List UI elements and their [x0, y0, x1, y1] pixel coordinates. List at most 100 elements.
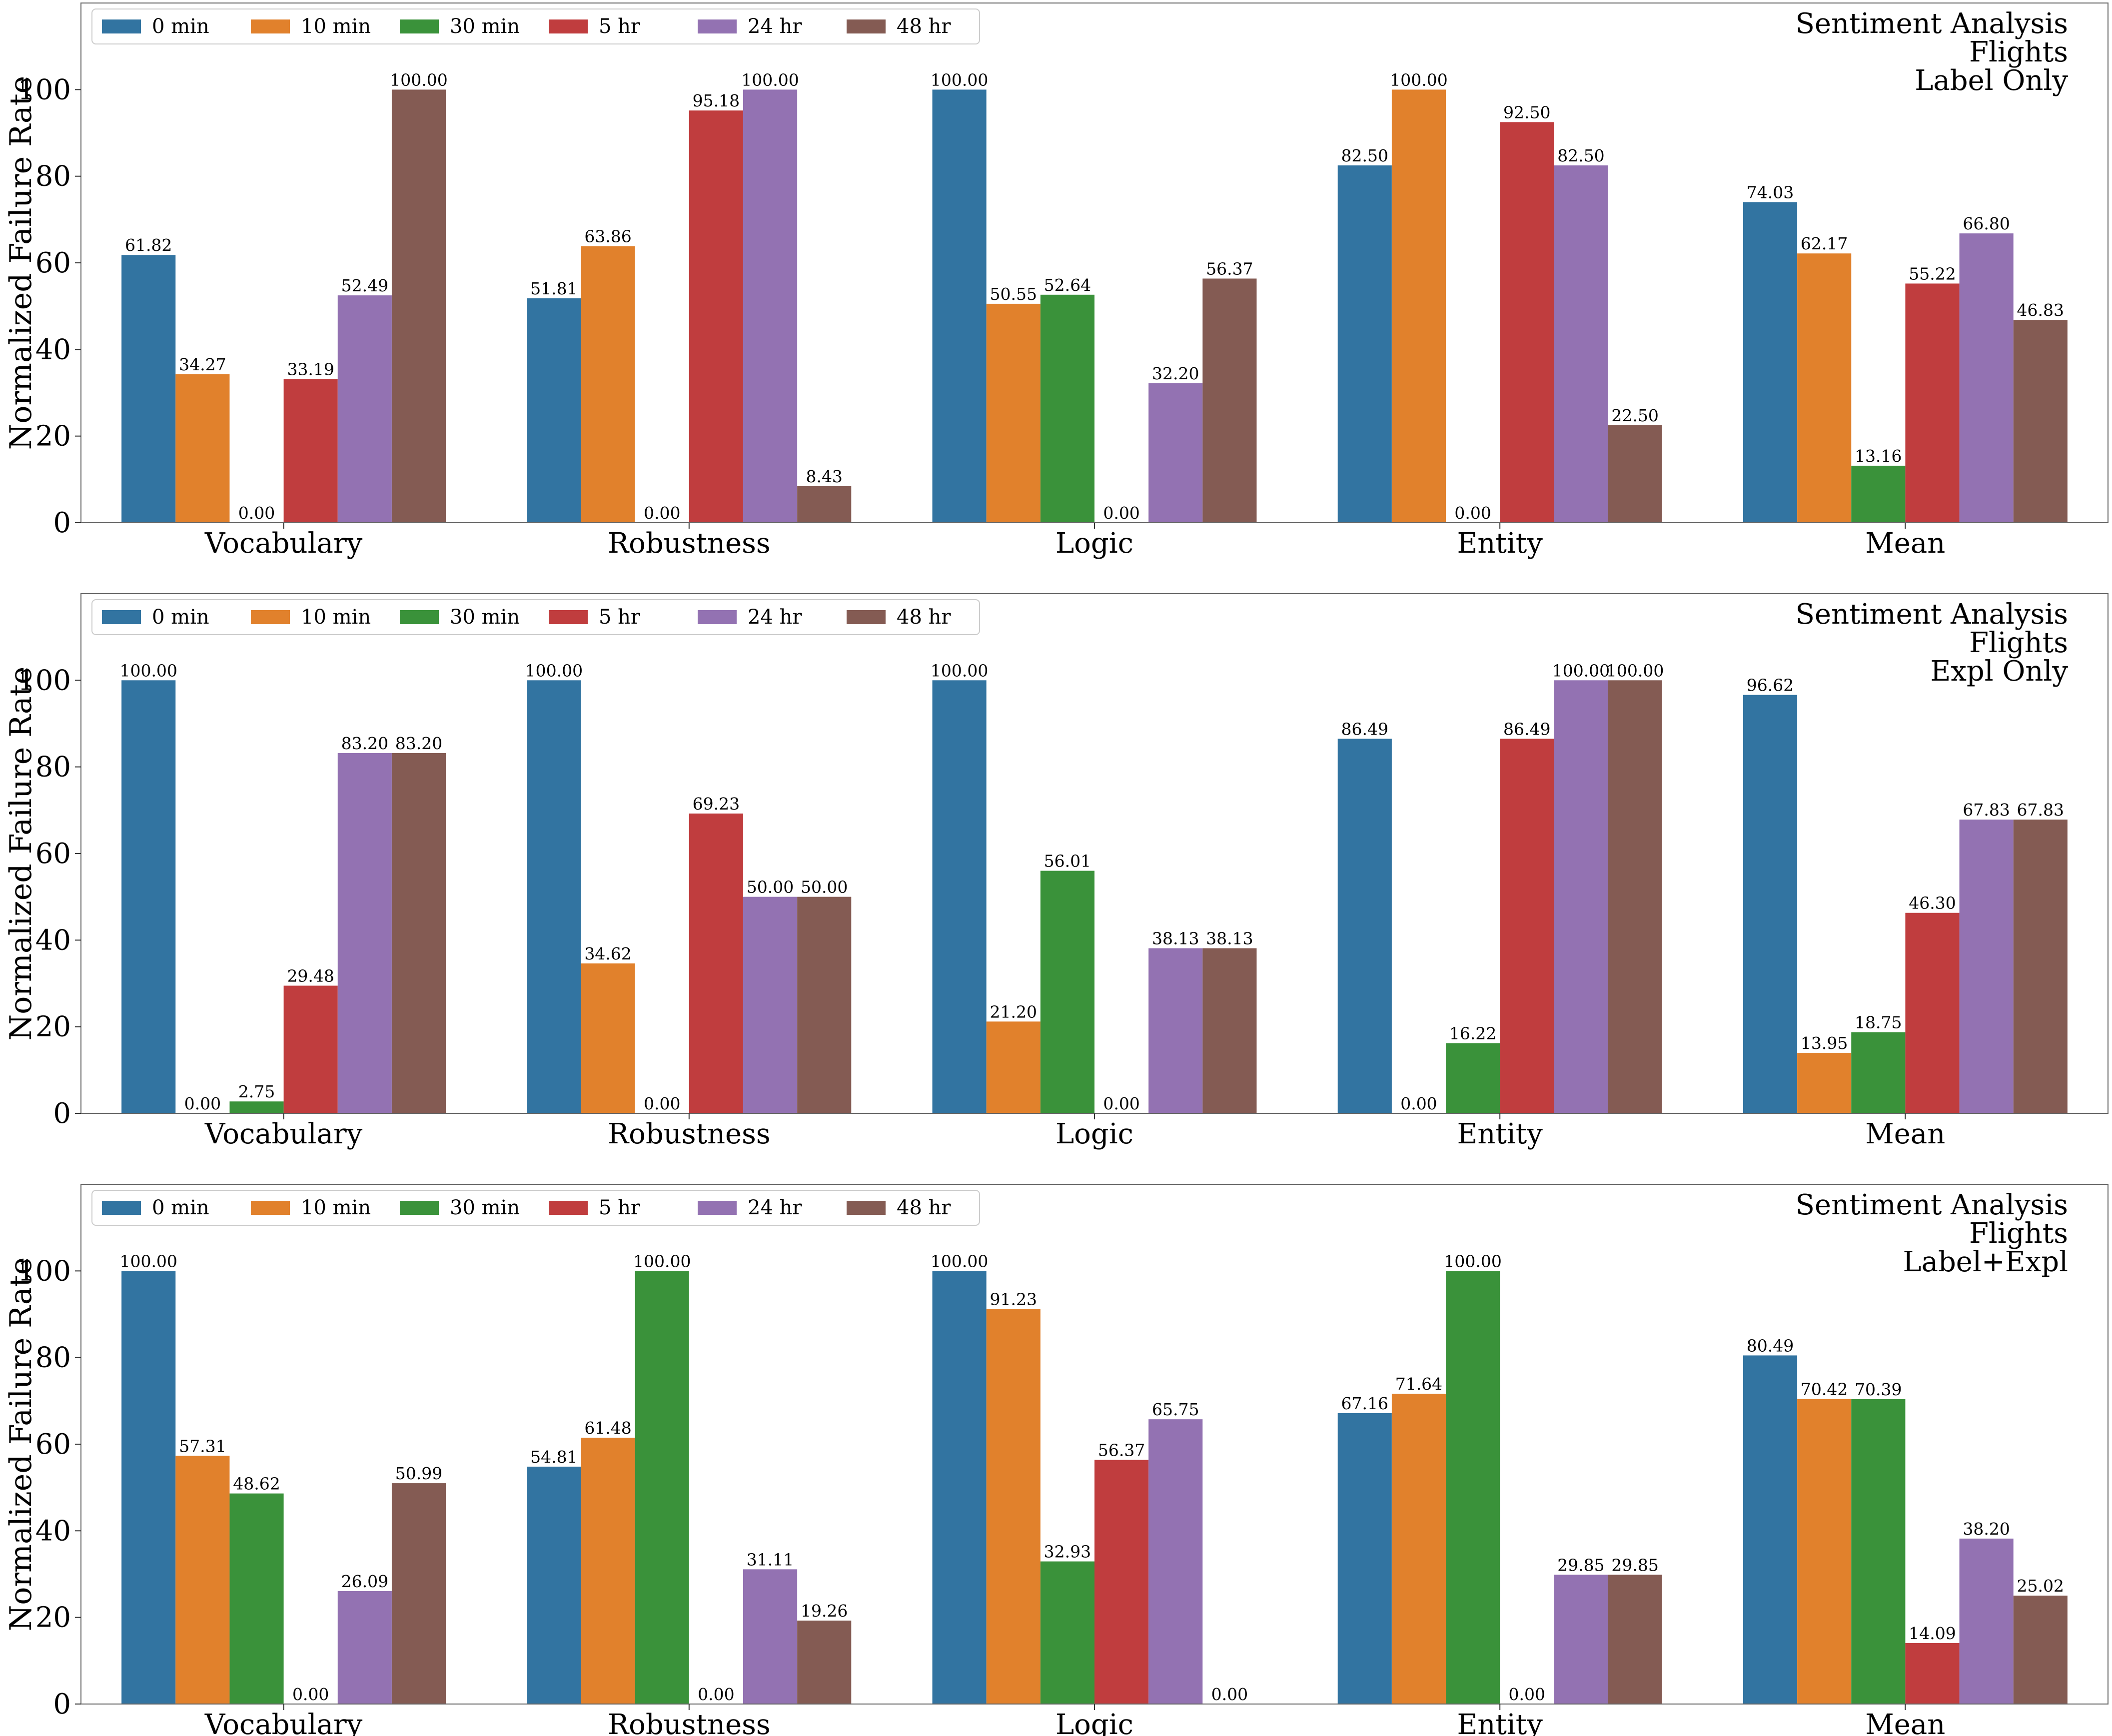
- value-label: 69.23: [693, 794, 740, 814]
- value-label: 0.00: [184, 1094, 221, 1113]
- value-label: 18.75: [1855, 1013, 1902, 1032]
- y-tick-label: 80: [35, 1342, 71, 1374]
- value-label: 96.62: [1747, 676, 1794, 695]
- value-label: 100.00: [119, 661, 177, 680]
- bar-48-hr-mean: [2013, 1596, 2068, 1704]
- value-label: 100.00: [1390, 70, 1447, 89]
- y-tick-label: 20: [35, 1602, 71, 1634]
- bar-0-min-robustness: [527, 298, 581, 523]
- bar-5-hr-vocabulary: [283, 985, 338, 1113]
- value-label: 22.50: [1611, 406, 1658, 425]
- value-label: 0.00: [1103, 1094, 1139, 1113]
- bar-5-hr-mean: [1905, 912, 1960, 1113]
- legend-swatch-24-hr: [698, 19, 737, 33]
- bar-30-min-vocabulary: [229, 1493, 284, 1704]
- legend-label: 5 hr: [599, 1196, 641, 1219]
- bar-30-min-mean: [1851, 1032, 1906, 1113]
- legend-label: 5 hr: [599, 15, 641, 38]
- bar-24-hr-entity: [1554, 680, 1608, 1113]
- legend-swatch-0-min: [102, 1201, 141, 1215]
- y-tick-label: 60: [35, 838, 71, 870]
- bar-48-hr-robustness: [797, 896, 852, 1113]
- value-label: 14.09: [1909, 1624, 1956, 1643]
- value-label: 0.00: [1400, 1094, 1437, 1113]
- bar-24-hr-robustness: [743, 1569, 798, 1704]
- value-label: 61.82: [125, 235, 172, 255]
- value-label: 38.13: [1206, 929, 1253, 948]
- bar-10-min-logic: [986, 303, 1041, 523]
- legend-swatch-0-min: [102, 19, 141, 33]
- y-tick-label: 100: [17, 73, 71, 106]
- chart-panel-1: 61.82 51.81 100.00 82.50 74.03 34.27 63.86 50.5…: [3, 2, 2109, 560]
- legend: 0 min 10 min 30 min 5 hr 24 hr 48 hr: [91, 8, 980, 44]
- legend-swatch-10-min: [251, 1201, 290, 1215]
- legend-label: 30 min: [450, 1196, 520, 1219]
- legend-swatch-30-min: [400, 19, 439, 33]
- bar-30-min-mean: [1851, 465, 1906, 523]
- category-label: Robustness: [608, 1118, 771, 1150]
- bar-48-hr-vocabulary: [391, 89, 446, 523]
- value-label: 13.16: [1855, 446, 1902, 466]
- y-tick-label: 100: [17, 664, 71, 697]
- bar-10-min-mean: [1797, 253, 1852, 523]
- value-label: 0.00: [1211, 1685, 1248, 1704]
- legend-label: 0 min: [152, 606, 209, 629]
- value-label: 31.11: [747, 1550, 794, 1569]
- legend-label: 0 min: [152, 15, 209, 38]
- value-label: 100.00: [1444, 1251, 1501, 1271]
- value-label: 0.00: [1454, 503, 1491, 523]
- value-label: 100.00: [1552, 661, 1610, 680]
- category-label: Vocabulary: [204, 1709, 363, 1736]
- value-label: 34.27: [179, 355, 226, 374]
- bar-30-min-entity: [1446, 1271, 1500, 1704]
- bar-10-min-vocabulary: [175, 1456, 230, 1704]
- category-label: Mean: [1865, 1118, 1945, 1150]
- bar-5-hr-robustness: [689, 814, 743, 1113]
- bar-0-min-vocabulary: [121, 255, 176, 523]
- bar-10-min-logic: [986, 1309, 1041, 1704]
- value-label: 92.50: [1503, 102, 1550, 122]
- value-label: 46.83: [2017, 300, 2064, 320]
- y-tick-label: 40: [35, 924, 71, 956]
- value-label: 8.43: [806, 467, 842, 486]
- legend-swatch-0-min: [102, 610, 141, 624]
- annotation-line: Expl Only: [1930, 655, 2068, 688]
- legend-swatch-24-hr: [698, 610, 737, 624]
- value-label: 55.22: [1909, 264, 1956, 283]
- value-label: 82.50: [1557, 146, 1604, 165]
- category-label: Logic: [1056, 1709, 1133, 1736]
- legend-label: 48 hr: [897, 1196, 951, 1219]
- bar-24-hr-vocabulary: [337, 753, 392, 1113]
- value-label: 100.00: [390, 70, 447, 89]
- category-label: Vocabulary: [204, 527, 363, 560]
- y-axis-label: Normalized Failure Rate: [3, 76, 38, 450]
- value-label: 0.00: [1103, 503, 1139, 523]
- bar-10-min-logic: [986, 1021, 1041, 1113]
- bar-0-min-entity: [1337, 739, 1392, 1113]
- value-label: 100.00: [633, 1251, 691, 1271]
- category-label: Mean: [1865, 1709, 1945, 1736]
- bar-48-hr-mean: [2013, 820, 2068, 1113]
- bar-24-hr-robustness: [743, 896, 798, 1113]
- value-label: 66.80: [1963, 214, 2010, 233]
- legend-label: 24 hr: [748, 15, 802, 38]
- bar-0-min-logic: [932, 1271, 987, 1704]
- bar-24-hr-vocabulary: [337, 295, 392, 523]
- value-label: 46.30: [1909, 893, 1956, 913]
- value-label: 0.00: [238, 503, 275, 523]
- bar-30-min-logic: [1040, 870, 1094, 1113]
- value-label: 83.20: [395, 734, 442, 753]
- chart-panel-2: 100.00 100.00 100.0086.4996.620.0034.6221.…: [3, 593, 2109, 1150]
- bar-24-hr-entity: [1554, 165, 1608, 523]
- legend-swatch-48-hr: [847, 1201, 886, 1215]
- y-tick-label: 100: [17, 1255, 71, 1287]
- value-label: 56.01: [1044, 852, 1091, 871]
- value-label: 29.85: [1611, 1555, 1658, 1575]
- value-label: 54.81: [530, 1447, 577, 1467]
- value-label: 80.49: [1747, 1336, 1794, 1355]
- legend-label: 10 min: [301, 1196, 371, 1219]
- value-label: 29.85: [1557, 1555, 1604, 1575]
- bar-10-min-robustness: [581, 963, 635, 1113]
- legend-box: [91, 599, 980, 635]
